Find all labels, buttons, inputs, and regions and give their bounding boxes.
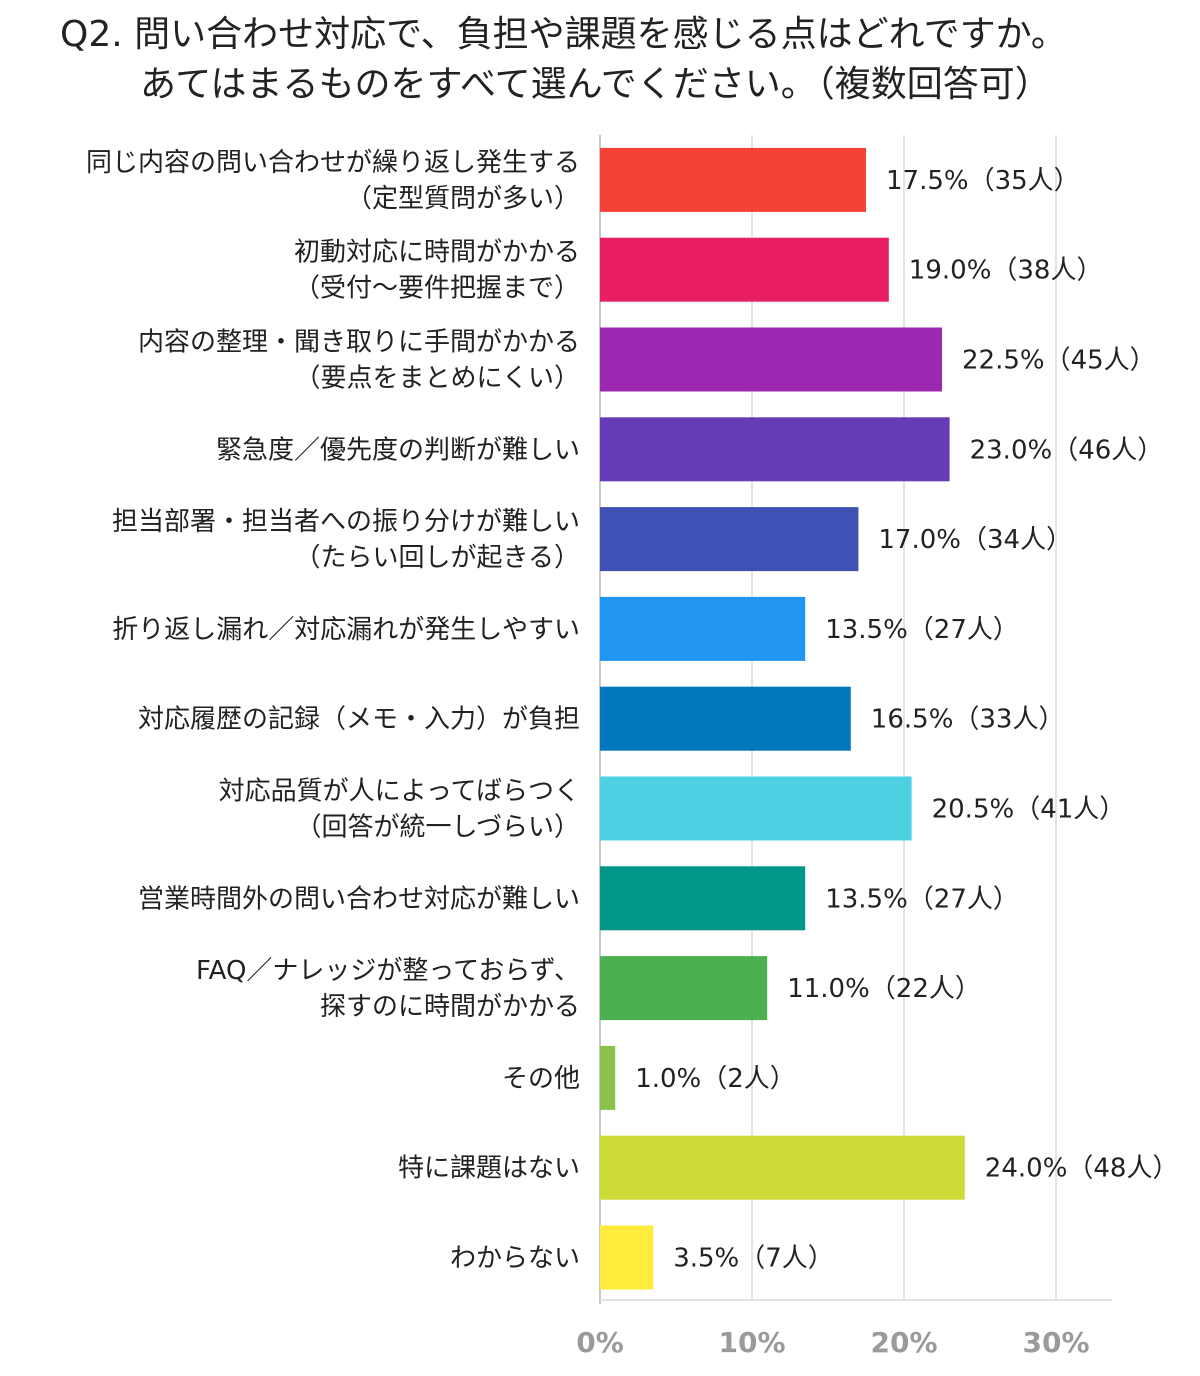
x-tick-label: 0% xyxy=(576,1326,624,1359)
category-label: （定型質問が多い） xyxy=(346,184,580,214)
bar xyxy=(600,1045,616,1110)
bar xyxy=(600,1135,965,1200)
category-label: （受付～要件把握まで） xyxy=(294,274,580,304)
category-label: 内容の整理・聞き取りに手間がかかる xyxy=(138,328,580,358)
bar xyxy=(600,776,912,841)
bar xyxy=(600,327,942,392)
value-label: 20.5%（41人） xyxy=(932,795,1126,825)
value-label: 13.5%（27人） xyxy=(825,884,1019,914)
bar xyxy=(600,956,768,1021)
value-label: 17.0%（34人） xyxy=(878,525,1072,555)
value-label: 1.0%（2人） xyxy=(635,1064,796,1094)
category-label: 同じ内容の問い合わせが繰り返し発生する xyxy=(86,148,580,178)
category-label: 初動対応に時間がかかる xyxy=(294,238,580,268)
category-label: 対応履歴の記録（メモ・入力）が負担 xyxy=(138,705,580,735)
chart-title-line-1: Q2. 問い合わせ対応で、負担や課題を感じる点はどれですか。 xyxy=(60,14,1067,55)
x-tick-label: 20% xyxy=(870,1326,937,1359)
value-label: 22.5%（45人） xyxy=(962,346,1156,376)
category-label: 探すのに時間がかかる xyxy=(320,992,580,1022)
bar xyxy=(600,686,851,751)
category-label: 営業時間外の問い合わせ対応が難しい xyxy=(138,884,580,914)
value-label: 11.0%（22人） xyxy=(787,974,981,1004)
bar xyxy=(600,147,866,212)
category-label: わからない xyxy=(450,1244,580,1274)
value-label: 17.5%（35人） xyxy=(886,166,1080,196)
value-label: 16.5%（33人） xyxy=(871,705,1065,735)
category-label: 特に課題はない xyxy=(398,1154,580,1184)
bar xyxy=(600,866,806,931)
category-label: 折り返し漏れ／対応漏れが発生しやすい xyxy=(112,615,580,645)
x-tick-label: 30% xyxy=(1022,1326,1089,1359)
bar xyxy=(600,237,889,302)
value-label: 3.5%（7人） xyxy=(673,1244,834,1274)
bar xyxy=(600,1225,654,1290)
chart-title-line-2: あてはまるものをすべて選んでください。（複数回答可） xyxy=(140,64,1051,105)
category-label: FAQ／ナレッジが整っておらず、 xyxy=(196,956,580,986)
value-label: 24.0%（48人） xyxy=(985,1154,1179,1184)
category-label: 担当部署・担当者への振り分けが難しい xyxy=(112,507,580,537)
bar xyxy=(600,596,806,661)
category-label: 対応品質が人によってばらつく xyxy=(219,777,580,807)
value-label: 23.0%（46人） xyxy=(970,435,1164,465)
value-label: 19.0%（38人） xyxy=(909,256,1103,286)
category-label: （たらい回しが起きる） xyxy=(295,543,580,573)
value-label: 13.5%（27人） xyxy=(825,615,1019,645)
chart-title: Q2. 問い合わせ対応で、負担や課題を感じる点はどれですか。 あてはまるものをす… xyxy=(0,10,1200,110)
category-label: （回答が統一しづらい） xyxy=(296,813,580,843)
category-label: 緊急度／優先度の判断が難しい xyxy=(216,435,580,465)
x-tick-label: 10% xyxy=(718,1326,785,1359)
category-label: その他 xyxy=(502,1064,580,1094)
bar xyxy=(600,417,950,482)
bar xyxy=(600,507,859,572)
category-label: （要点をまとめにくい） xyxy=(295,364,580,394)
